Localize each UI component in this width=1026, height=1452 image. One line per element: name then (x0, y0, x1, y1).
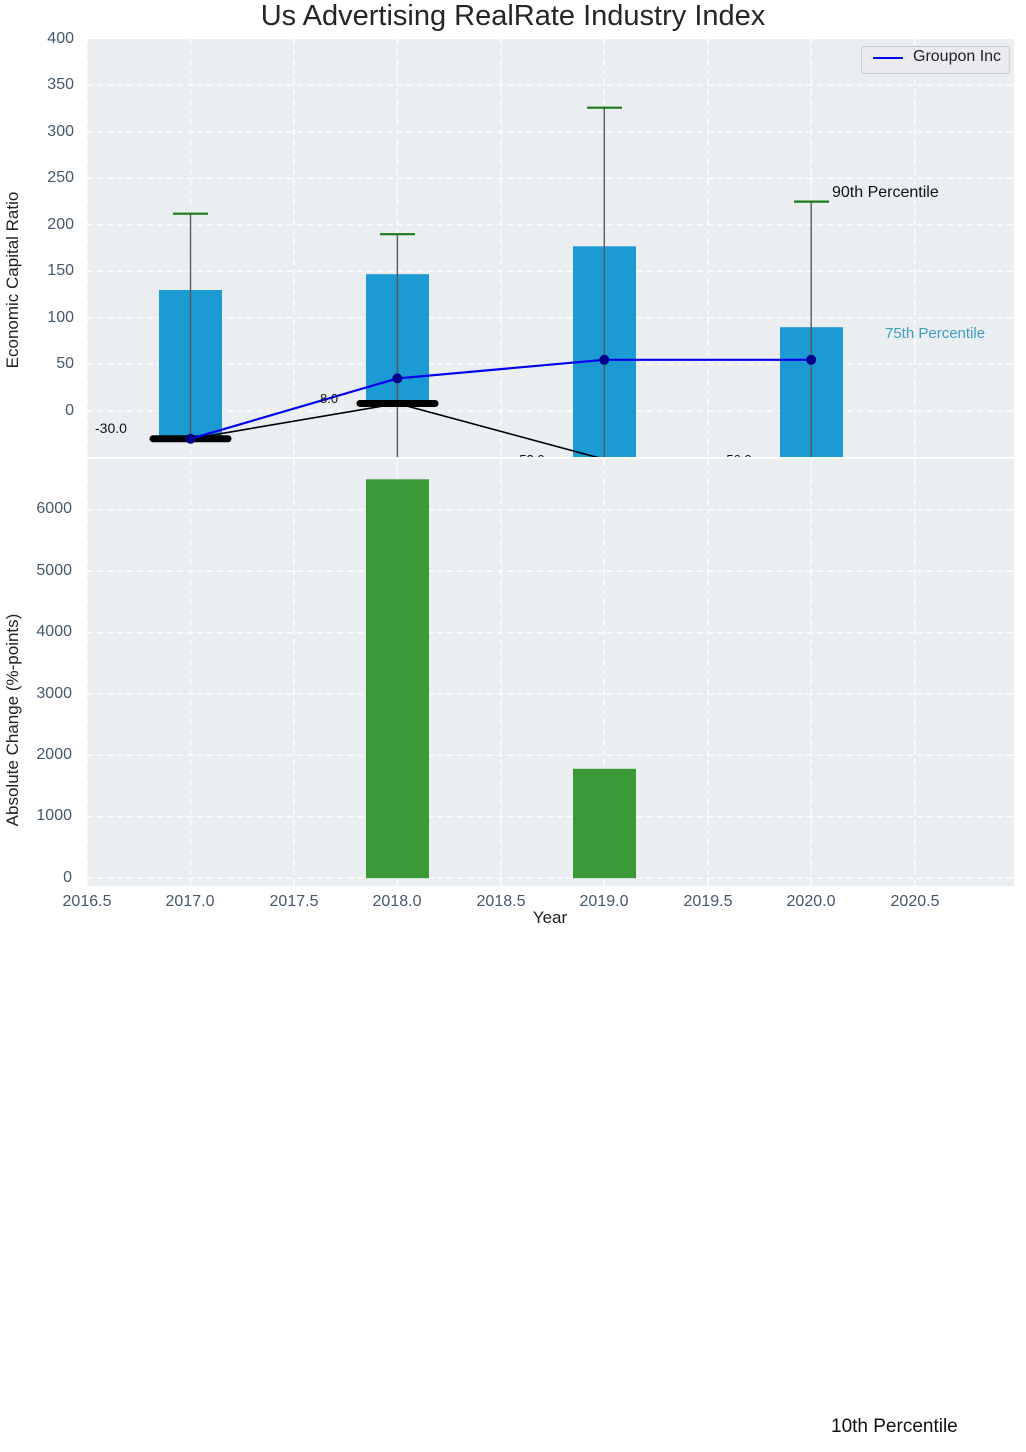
svg-text:90th Percentile: 90th Percentile (832, 184, 939, 201)
svg-text:8.0: 8.0 (320, 391, 338, 406)
svg-text:-52.0: -52.0 (515, 452, 545, 467)
svg-text:-56.0: -56.0 (722, 452, 752, 467)
svg-text:75th Percentile: 75th Percentile (885, 325, 985, 342)
svg-text:-30.0: -30.0 (95, 420, 127, 436)
